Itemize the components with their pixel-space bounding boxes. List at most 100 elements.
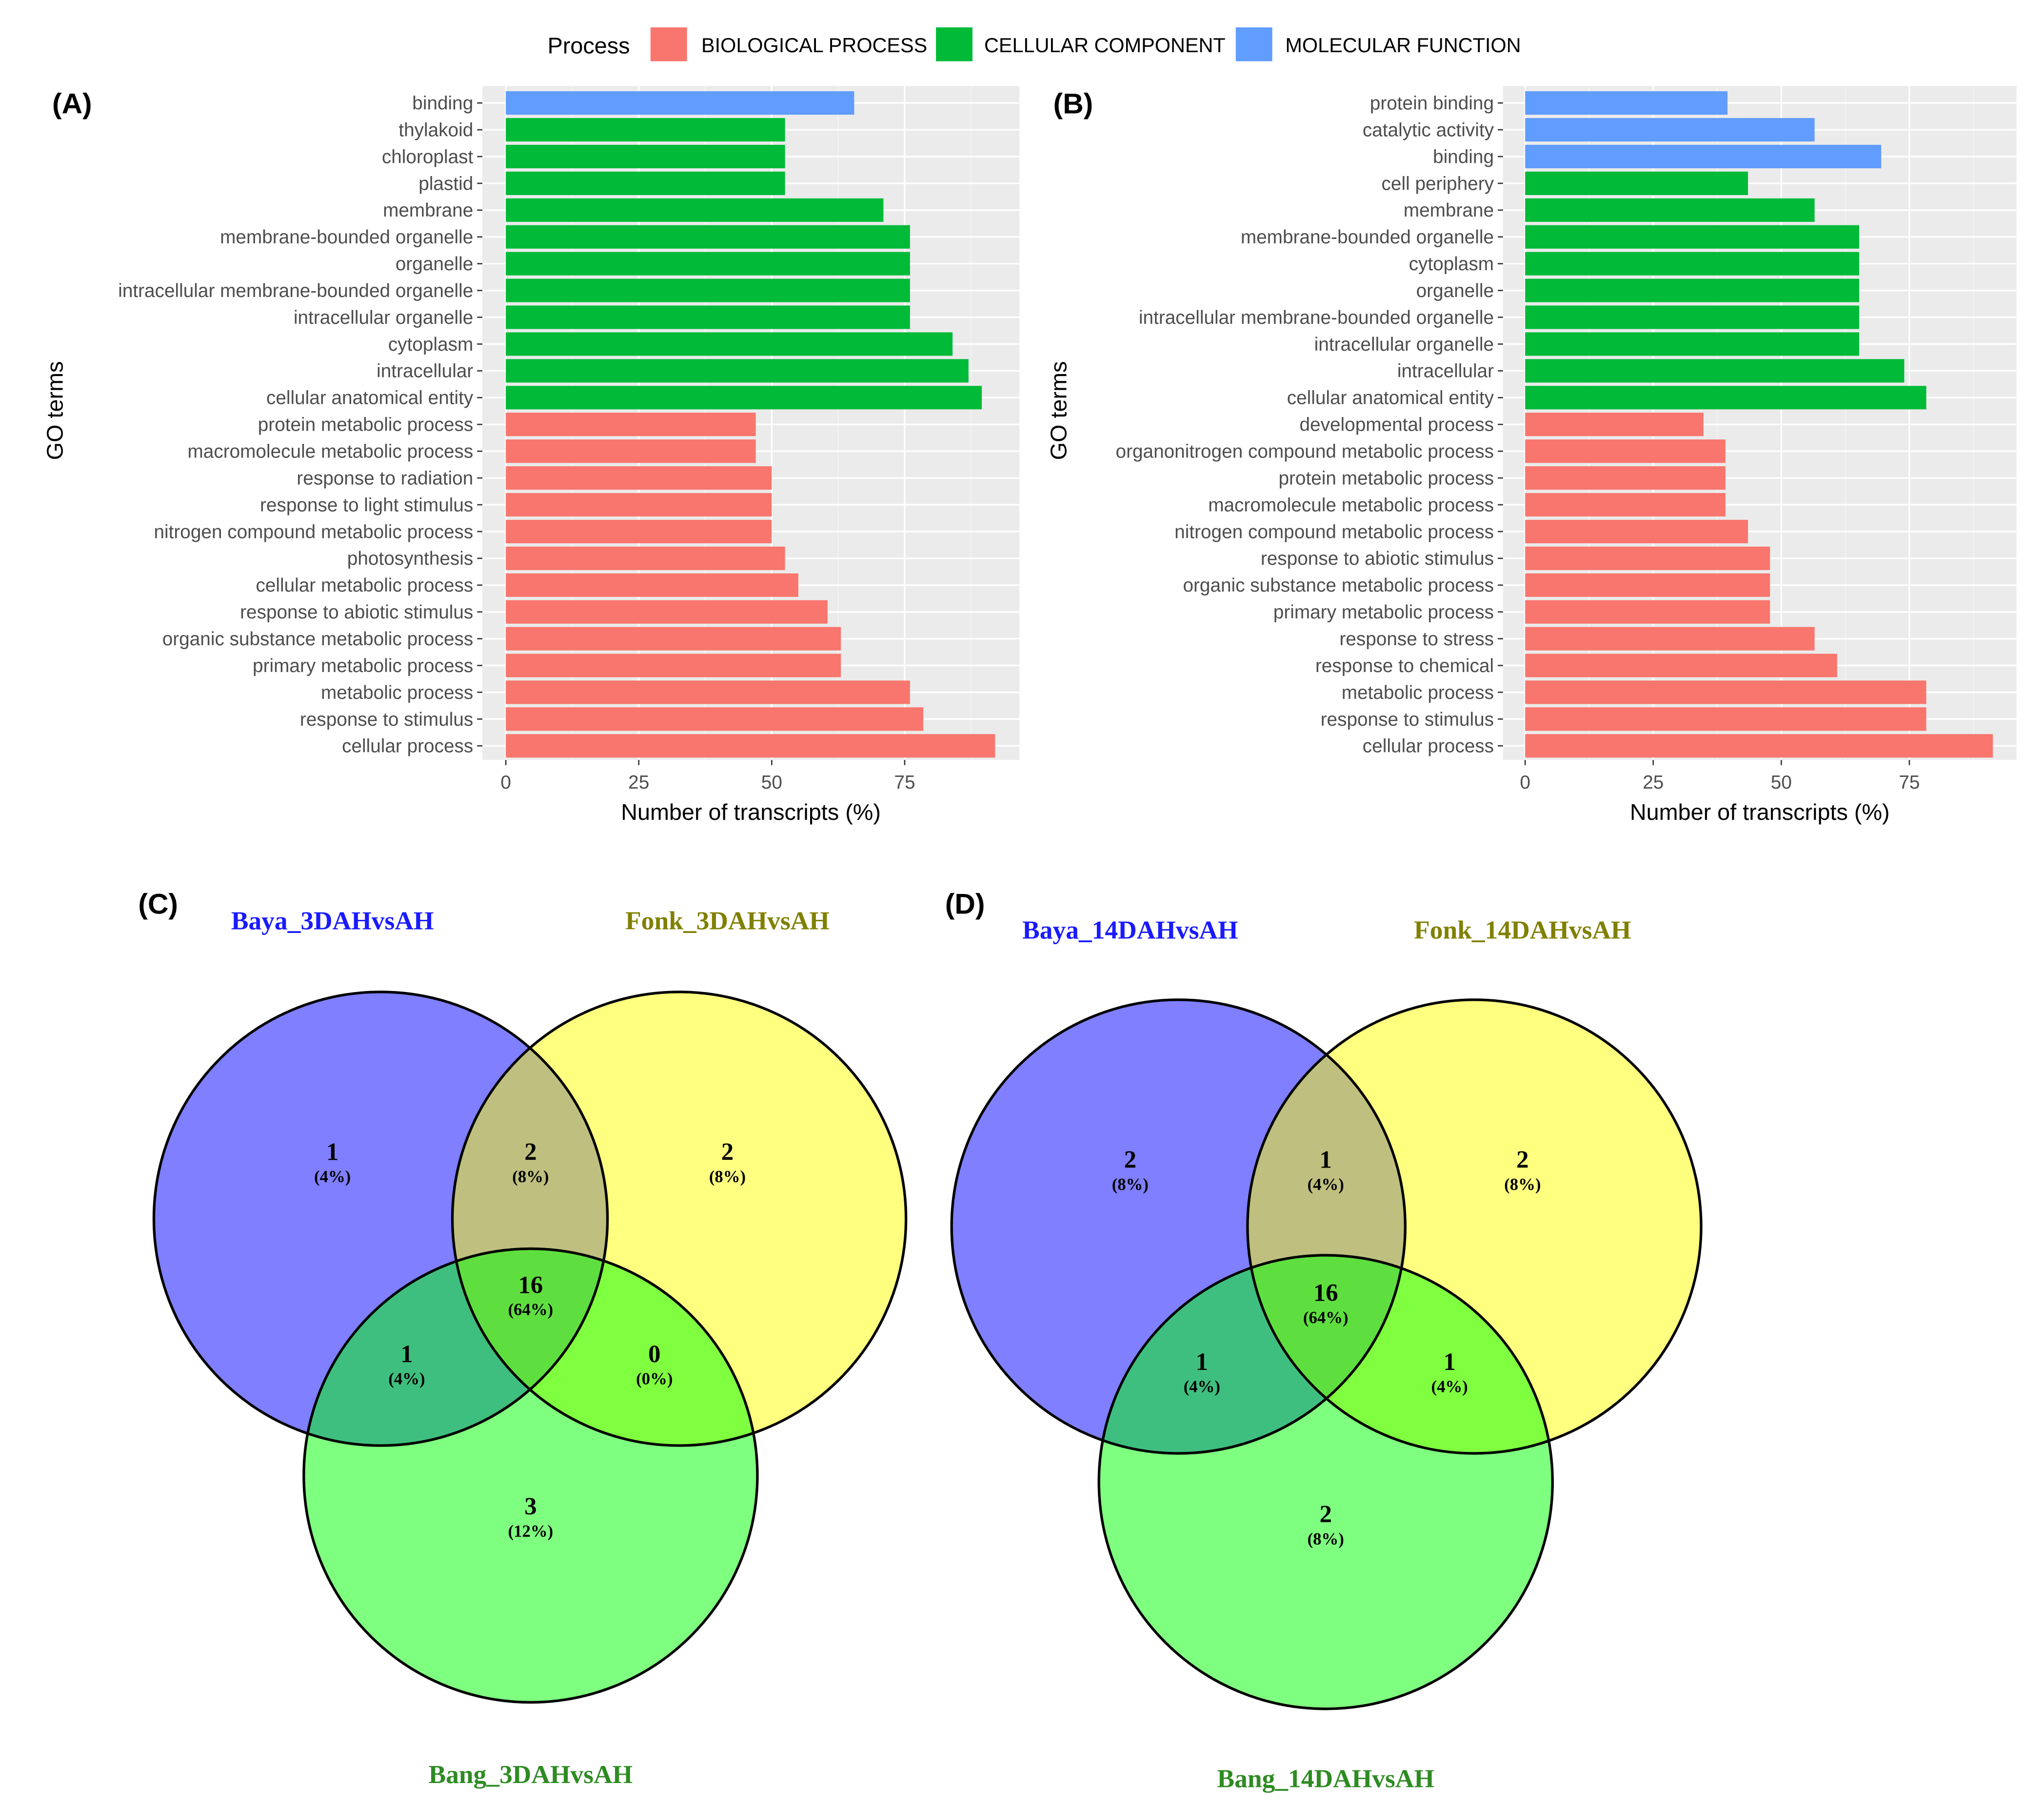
legend: Process BIOLOGICAL PROCESS CELLULAR COMP… (548, 27, 1521, 61)
set-title: Bang_14DAHvsAH (1217, 1764, 1434, 1793)
region-percent-a: (8%) (1112, 1175, 1149, 1194)
panel-label: (C) (138, 889, 178, 920)
y-tick-label: response to stimulus (300, 709, 473, 730)
x-axis-title: Number of transcripts (%) (621, 799, 881, 825)
y-tick-label: organelle (396, 254, 473, 275)
bar-chart-b: 0 25 50 75 protein binding catalytic activity… (1046, 86, 2017, 825)
bar-chart-a: 0 25 50 75 binding thylakoid chloroplast plasti… (42, 86, 1020, 825)
venn-diagram-d: Baya_14DAHvsAH Fonk_14DAHvsAH Bang_14DAHvs… (945, 889, 1703, 1793)
region-percent-c: (8%) (1308, 1529, 1344, 1548)
y-tick-label: membrane (1404, 200, 1494, 221)
y-tick-label: membrane-bounded organelle (220, 227, 473, 248)
bar (506, 198, 884, 222)
circle-set-a-outline (950, 998, 1407, 1455)
y-tick-label: organic substance metabolic process (1183, 575, 1494, 596)
bar (506, 600, 828, 624)
bar (506, 359, 969, 383)
y-tick-label: cellular metabolic process (256, 575, 473, 596)
y-tick-label: cytoplasm (388, 334, 473, 355)
y-tick-label: catalytic activity (1363, 119, 1494, 140)
bar (506, 171, 785, 195)
bar (1525, 278, 1859, 302)
bar (1525, 305, 1859, 329)
set-title: Fonk_3DAHvsAH (625, 906, 830, 935)
y-tick-label: cell periphery (1382, 173, 1494, 194)
bar (506, 654, 841, 677)
bar (1525, 493, 1726, 517)
y-tick-label: plastid (418, 173, 473, 194)
region-percent-ac: (4%) (1184, 1377, 1220, 1396)
region-count-abc: 16 (1313, 1279, 1338, 1306)
region-count-c: 2 (1320, 1501, 1332, 1528)
panel-label: (D) (945, 889, 985, 920)
y-tick-label: metabolic process (321, 682, 473, 703)
set-title: Bang_3DAHvsAH (429, 1760, 633, 1789)
y-tick-label: organonitrogen compound metabolic proces… (1116, 441, 1494, 462)
legend-label-molecular: MOLECULAR FUNCTION (1285, 34, 1521, 57)
y-tick-label: membrane (383, 200, 473, 221)
region-count-abc: 16 (518, 1271, 543, 1298)
y-tick-label: cellular anatomical entity (266, 388, 474, 409)
bar (1525, 359, 1905, 383)
bar (1525, 707, 1926, 731)
bar (506, 573, 798, 597)
y-tick-label: metabolic process (1342, 682, 1494, 703)
y-tick-label: intracellular membrane-bounded organelle (1139, 307, 1494, 328)
set-title: Baya_14DAHvsAH (1022, 915, 1238, 944)
bar (506, 734, 995, 758)
x-tick-label: 50 (1771, 772, 1792, 793)
bar (506, 680, 910, 704)
y-tick-label: intracellular organelle (294, 307, 473, 328)
bar (506, 118, 785, 142)
circle-set-a-outline (152, 991, 609, 1447)
region-count-b: 2 (1516, 1146, 1528, 1173)
legend-swatch-molecular (1235, 27, 1272, 61)
region-percent-ab: (8%) (512, 1167, 549, 1186)
y-tick-label: organelle (1416, 280, 1494, 301)
set-title: Fonk_14DAHvsAH (1414, 915, 1631, 944)
bar (1525, 225, 1859, 249)
bar (506, 386, 982, 410)
y-tick-label: binding (412, 93, 473, 114)
bar (1525, 198, 1815, 222)
bar (506, 144, 785, 169)
region-percent-bc: (4%) (1431, 1377, 1468, 1396)
x-tick-label: 75 (894, 772, 915, 793)
y-tick-label: nitrogen compound metabolic process (1174, 521, 1494, 542)
y-tick-label: intracellular (1397, 361, 1494, 382)
region-percent-c: (12%) (508, 1522, 554, 1541)
y-tick-label: cellular process (1363, 736, 1494, 757)
region-percent-ab: (4%) (1308, 1175, 1344, 1194)
y-tick-label: binding (1433, 146, 1494, 167)
bar (506, 252, 910, 276)
y-tick-label: protein metabolic process (1278, 468, 1494, 489)
region-count-bc: 0 (648, 1340, 660, 1368)
bar (506, 519, 772, 543)
circle-set-c (1099, 1255, 1553, 1709)
y-tick-label: cytoplasm (1409, 254, 1494, 275)
region-count-ac: 1 (1196, 1348, 1208, 1375)
region-percent-abc: (64%) (1303, 1308, 1349, 1327)
x-tick-label: 0 (1520, 772, 1530, 793)
y-tick-label: thylakoid (398, 119, 473, 140)
bar (1525, 386, 1926, 410)
y-tick-label: developmental process (1300, 415, 1494, 436)
region-percent-bc: (0%) (636, 1369, 673, 1388)
bar (1525, 252, 1859, 276)
bar (506, 278, 910, 302)
bar (506, 332, 953, 356)
bar (506, 546, 785, 570)
y-tick-label: protein metabolic process (258, 415, 474, 436)
bar (1525, 680, 1926, 704)
bar (506, 439, 756, 463)
y-axis-title: GO terms (42, 361, 67, 460)
region-count-bc: 1 (1443, 1348, 1455, 1375)
y-tick-label: response to abiotic stimulus (1261, 548, 1494, 569)
y-tick-label: membrane-bounded organelle (1241, 227, 1494, 248)
circle-set-b-outline (1246, 998, 1703, 1455)
y-tick-label: chloroplast (382, 146, 474, 167)
region-percent-b: (8%) (1504, 1175, 1541, 1194)
legend-swatch-biological (650, 27, 687, 61)
bar (1525, 171, 1748, 195)
bar (1525, 413, 1704, 436)
